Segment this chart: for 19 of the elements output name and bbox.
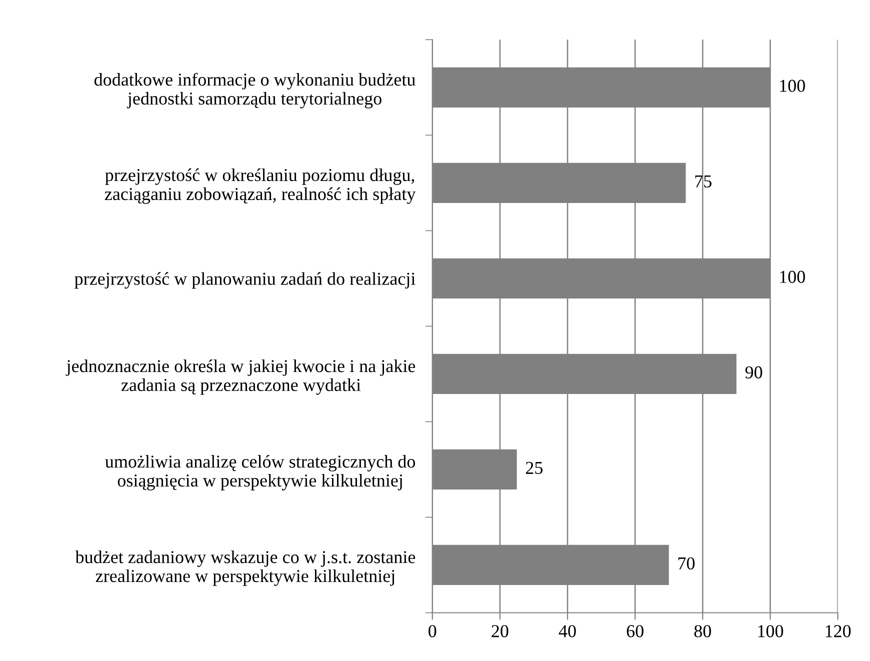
y-tick-label: umożliwia analizę celów strategicznych do osiągnięcia w perspektywie kilkuletniej	[105, 454, 416, 490]
data-label: 25	[526, 462, 543, 474]
y-tick-label: jednoznacznie określa w jakiej kwocie i na jakie zadania są przeznaczone wydatki	[66, 359, 416, 395]
x-tick-label: 20	[492, 625, 508, 638]
x-tick-label: 120	[826, 625, 851, 638]
data-label: 100	[780, 80, 805, 92]
y-tick-label: przejrzystość w określaniu poziomu długu, zaciąganiu zobowiązań, realność ich spłaty	[104, 168, 416, 204]
x-tick-label: 0	[428, 625, 436, 638]
y-tick-label: budżet zadaniowy wskazuje co w j.s.t. zostanie zrealizowane w perspektywie kilkuletniej	[75, 550, 416, 586]
data-label: 75	[695, 175, 712, 188]
data-label: 100	[780, 270, 805, 283]
x-tick-label: 100	[758, 625, 784, 638]
x-tick-label: 60	[626, 625, 644, 638]
y-tick-label: dodatkowe informacje o wykonaniu budżetu jednostki samorządu terytorialnego	[94, 72, 416, 108]
data-label: 90	[745, 366, 762, 378]
y-tick-label: przejrzystość w planowaniu zadań do realizacji	[74, 272, 416, 289]
x-tick-label: 40	[558, 625, 576, 638]
data-label: 70	[678, 557, 695, 570]
x-tick-label: 80	[694, 625, 712, 638]
